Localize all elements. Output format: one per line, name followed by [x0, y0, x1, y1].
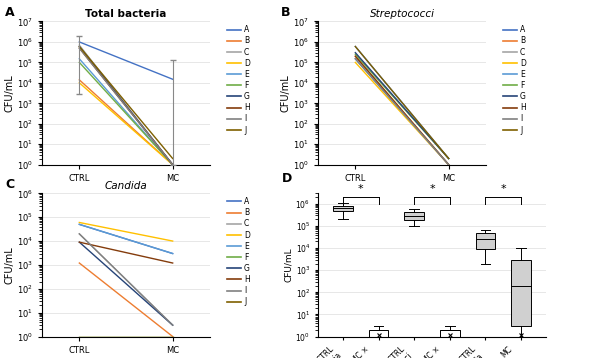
Text: *: *: [500, 184, 506, 194]
PathPatch shape: [511, 260, 531, 326]
Legend: A, B, C, D, E, F, G, H, I, J: A, B, C, D, E, F, G, H, I, J: [227, 25, 250, 135]
Title: Streptococci: Streptococci: [370, 9, 434, 19]
Text: A: A: [5, 6, 14, 19]
Legend: A, B, C, D, E, F, G, H, I, J: A, B, C, D, E, F, G, H, I, J: [227, 197, 250, 306]
PathPatch shape: [333, 206, 353, 211]
Y-axis label: CFU/mL: CFU/mL: [280, 74, 290, 112]
Title: Candida: Candida: [104, 181, 148, 191]
PathPatch shape: [440, 330, 460, 337]
PathPatch shape: [476, 233, 495, 249]
Text: C: C: [5, 178, 14, 190]
Text: *: *: [358, 184, 364, 194]
Y-axis label: CFU/mL: CFU/mL: [4, 74, 14, 112]
Text: *: *: [429, 184, 435, 194]
Text: B: B: [281, 6, 290, 19]
Title: Total bacteria: Total bacteria: [85, 9, 167, 19]
Y-axis label: CFU/mL: CFU/mL: [284, 248, 293, 282]
PathPatch shape: [369, 330, 388, 337]
PathPatch shape: [404, 212, 424, 220]
Y-axis label: CFU/mL: CFU/mL: [4, 246, 14, 284]
Text: D: D: [281, 172, 292, 185]
Legend: A, B, C, D, E, F, G, H, I, J: A, B, C, D, E, F, G, H, I, J: [503, 25, 526, 135]
